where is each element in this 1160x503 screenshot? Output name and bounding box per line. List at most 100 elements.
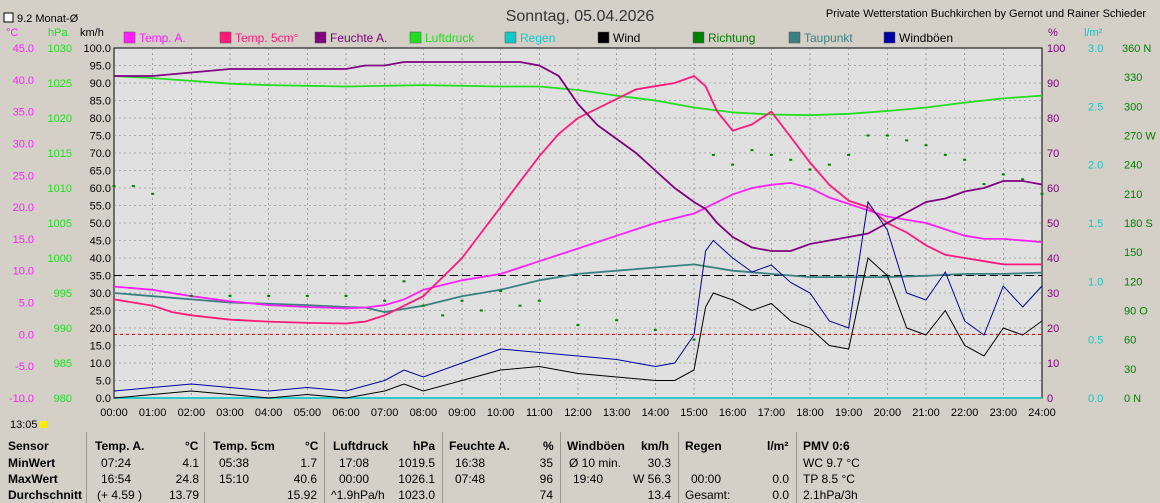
pressure-min-value: 1019.5 xyxy=(398,456,435,470)
time-axis-tick: 01:00 xyxy=(139,407,167,419)
pressure-axis-tick: 1005 xyxy=(48,218,72,230)
temp-a-avg-value: 13.79 xyxy=(168,488,199,502)
pressure-max-time: 00:00 xyxy=(339,472,370,486)
wind-axis-tick: 5.0 xyxy=(96,376,111,388)
wind-axis-tick: 85.0 xyxy=(90,96,111,108)
time-axis-tick: 09:00 xyxy=(448,407,476,419)
temp-axis-tick: 45.0 xyxy=(13,43,34,55)
monthly-average-checkbox[interactable] xyxy=(3,12,14,23)
temp-5cm-max-value: 40.6 xyxy=(293,472,317,486)
stats-row-min: MinWert xyxy=(8,456,56,470)
gusts-min-value: 30.3 xyxy=(647,456,671,470)
station-name: Private Wetterstation Buchkirchen by Ger… xyxy=(826,8,1147,20)
rain-axis-tick: 1.5 xyxy=(1088,218,1103,230)
direction-point xyxy=(789,158,793,161)
stats-col-pmv: PMV 0:6 WC 9.7 °C TP 8.5 °C 2.1hPa/3h xyxy=(796,432,1160,503)
direction-point xyxy=(711,153,715,156)
direction-axis-tick: 330 xyxy=(1124,72,1142,84)
pressure-axis-tick: 980 xyxy=(54,393,72,405)
direction-point xyxy=(518,304,522,307)
legend-label-4: Regen xyxy=(520,31,555,45)
wind-axis-tick: 55.0 xyxy=(90,201,111,213)
temp-a-max-time: 16:54 xyxy=(101,472,132,486)
humidity-axis-tick: 100 xyxy=(1047,43,1065,55)
direction-point xyxy=(267,294,271,297)
direction-point xyxy=(615,319,619,322)
series-line-windb-en xyxy=(113,200,1043,392)
stats-header-pressure: Luftdruck xyxy=(333,439,389,453)
wind-axis-tick: 20.0 xyxy=(90,323,111,335)
stats-col-humidity: Feuchte A. % 16:38 35 07:48 96 74 xyxy=(442,432,561,503)
time-axis-tick: 04:00 xyxy=(255,407,283,419)
legend-swatch-3 xyxy=(409,31,422,44)
legend-swatch-7 xyxy=(788,31,801,44)
statistics-table: Sensor MinWert MaxWert Durchschnitt Temp… xyxy=(0,432,1160,503)
direction-point xyxy=(151,192,155,195)
pressure-axis-tick: 1015 xyxy=(48,148,72,160)
wind-unit-label: km/h xyxy=(80,27,104,39)
legend-label-7: Taupunkt xyxy=(804,31,853,45)
direction-point xyxy=(576,324,580,327)
wind-axis-tick: 35.0 xyxy=(90,271,111,283)
direction-axis-tick: 300 xyxy=(1124,101,1142,113)
temp-unit-label: °C xyxy=(6,27,18,39)
wind-axis-tick: 15.0 xyxy=(90,341,111,353)
stats-header-rain: Regen xyxy=(685,439,722,453)
stats-header-gusts: Windböen xyxy=(567,439,625,453)
direction-unit-label: 360 N xyxy=(1122,43,1151,55)
direction-point xyxy=(769,153,773,156)
direction-point xyxy=(499,290,503,293)
time-axis-tick: 02:00 xyxy=(178,407,206,419)
humidity-axis-tick: 30 xyxy=(1047,288,1059,300)
direction-axis-tick: 60 xyxy=(1124,335,1136,347)
time-axis-tick: 20:00 xyxy=(874,407,902,419)
pressure-axis-tick: 1010 xyxy=(48,183,72,195)
legend-label-2: Feuchte A. xyxy=(330,31,387,45)
rain-axis-tick: 2.0 xyxy=(1088,160,1103,172)
rain-axis-tick: 0.0 xyxy=(1088,393,1103,405)
gusts-avg-value: 13.4 xyxy=(647,488,671,502)
temp-axis-tick: 0.0 xyxy=(19,329,34,341)
wind-axis-tick: 90.0 xyxy=(90,78,111,90)
direction-axis-tick: 150 xyxy=(1124,247,1142,259)
humidity-min-time: 16:38 xyxy=(455,456,486,470)
pressure-unit-label: hPa xyxy=(48,27,68,39)
time-axis-tick: 19:00 xyxy=(835,407,863,419)
stats-col-sensor: Sensor MinWert MaxWert Durchschnitt xyxy=(0,432,86,503)
stats-header-humidity: Feuchte A. xyxy=(449,439,510,453)
stats-header-pmv: PMV 0:6 xyxy=(803,439,850,453)
wind-axis-tick: 25.0 xyxy=(90,306,111,318)
direction-point xyxy=(905,139,909,142)
series-line-taupunkt xyxy=(113,263,1043,314)
time-axis-tick: 24:00 xyxy=(1028,407,1056,419)
stats-unit-temp-5cm: °C xyxy=(305,439,319,453)
time-axis-tick: 00:00 xyxy=(100,407,128,419)
time-axis-tick: 23:00 xyxy=(990,407,1018,419)
temp-axis-tick: 5.0 xyxy=(19,298,34,310)
rain-axis-tick: 2.5 xyxy=(1088,101,1103,113)
temp-5cm-max-time: 15:10 xyxy=(219,472,250,486)
temp-5cm-avg-value: 15.92 xyxy=(286,488,317,502)
pressure-avg-value: 1023.0 xyxy=(398,488,435,502)
legend-swatch-2 xyxy=(314,31,327,44)
direction-point xyxy=(383,299,387,302)
wind-axis-tick: 45.0 xyxy=(90,236,111,248)
wind-axis-tick: 80.0 xyxy=(90,113,111,125)
direction-point xyxy=(402,280,406,283)
time-axis-tick: 03:00 xyxy=(216,407,244,419)
direction-point xyxy=(1040,192,1044,195)
time-axis-tick: 15:00 xyxy=(680,407,708,419)
direction-point xyxy=(131,185,135,188)
pressure-axis-tick: 1030 xyxy=(48,43,72,55)
direction-axis-tick: 210 xyxy=(1124,189,1142,201)
humidity-axis-tick: 10 xyxy=(1047,358,1059,370)
wind-axis-tick: 70.0 xyxy=(90,148,111,160)
direction-point xyxy=(189,294,193,297)
direction-point xyxy=(305,294,309,297)
legend-swatch-4 xyxy=(504,31,517,44)
direction-point xyxy=(692,338,696,341)
pmv-pressure-trend: 2.1hPa/3h xyxy=(803,488,858,502)
stats-unit-pressure: hPa xyxy=(413,439,436,453)
direction-point xyxy=(441,314,445,317)
